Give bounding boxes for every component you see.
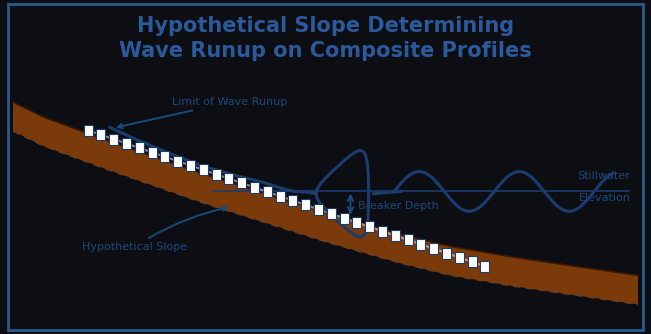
Bar	[378, 226, 387, 237]
Bar	[237, 177, 246, 188]
Bar	[199, 164, 208, 175]
Polygon shape	[13, 102, 638, 304]
Bar	[135, 142, 144, 153]
Text: Limit of Wave Runup: Limit of Wave Runup	[118, 97, 288, 128]
Bar	[429, 243, 438, 254]
Bar	[160, 151, 169, 162]
Bar	[122, 138, 131, 149]
Bar	[109, 134, 118, 145]
Bar	[467, 257, 477, 267]
Bar	[314, 204, 323, 215]
Bar	[455, 252, 464, 263]
Bar	[173, 156, 182, 167]
Bar	[212, 169, 221, 180]
Bar	[275, 191, 284, 202]
Text: Elevation: Elevation	[579, 193, 630, 203]
Bar	[288, 195, 298, 206]
Bar	[442, 247, 451, 259]
Text: Hypothetical Slope Determining
Wave Runup on Composite Profiles: Hypothetical Slope Determining Wave Runu…	[119, 16, 532, 61]
Bar	[263, 186, 271, 197]
Bar	[186, 160, 195, 171]
Bar	[225, 173, 233, 184]
Bar	[340, 212, 348, 223]
Bar	[96, 129, 105, 140]
Text: Stillwater: Stillwater	[577, 171, 630, 181]
Bar	[352, 217, 361, 228]
Bar	[327, 208, 336, 219]
Bar	[365, 221, 374, 232]
Bar	[480, 261, 490, 272]
Text: Breaker Depth: Breaker Depth	[358, 201, 439, 211]
Text: Hypothetical Slope: Hypothetical Slope	[82, 206, 227, 252]
Bar	[391, 230, 400, 241]
Bar	[83, 125, 92, 136]
Bar	[417, 239, 425, 250]
Bar	[404, 234, 413, 245]
Bar	[148, 147, 156, 158]
Bar	[301, 199, 310, 210]
Bar	[250, 182, 259, 193]
